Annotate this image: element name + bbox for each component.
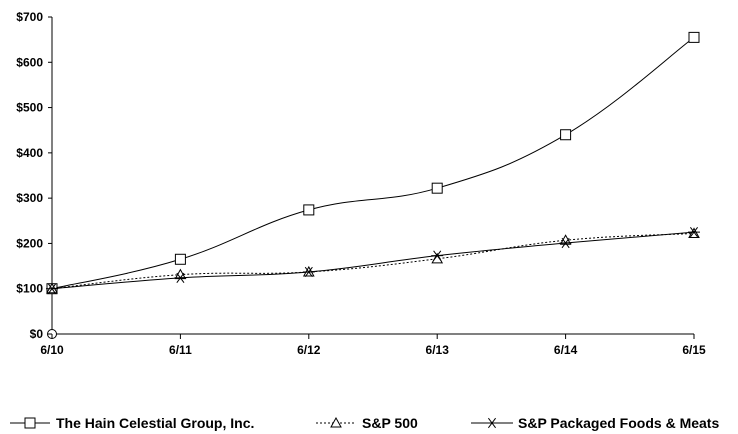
y-tick-label: $0: [30, 327, 44, 341]
x-tick-label: 6/13: [426, 343, 450, 357]
x-tick-label: 6/15: [682, 343, 706, 357]
data-point-marker: [688, 31, 700, 43]
y-tick-label: $700: [16, 10, 43, 24]
x-tick-label: 6/10: [40, 343, 64, 357]
data-point-marker: [688, 227, 700, 238]
series-asterisk: [46, 227, 700, 294]
y-tick-label: $400: [16, 146, 43, 160]
data-point-marker: [303, 204, 315, 216]
data-point-marker: [46, 283, 58, 294]
legend: The Hain Celestial Group, Inc. S&P 500 S&P…: [10, 415, 719, 431]
x-tick-label: 6/12: [297, 343, 321, 357]
series-triangle: [46, 227, 700, 294]
legend-item: S&P Packaged Foods & Meats: [471, 415, 719, 431]
x-axis-ticks: 6/10 6/11 6/12 6/13 6/14 6/15: [40, 334, 706, 357]
x-tick-label: 6/14: [554, 343, 578, 357]
series-line: [51, 231, 695, 290]
axes: [47, 17, 694, 339]
series-group: [46, 31, 700, 295]
legend-item: The Hain Celestial Group, Inc.: [10, 415, 254, 431]
legend-label: The Hain Celestial Group, Inc.: [56, 415, 254, 431]
series-square: [46, 31, 700, 295]
data-point-marker: [431, 250, 444, 261]
y-tick-label: $100: [16, 282, 43, 296]
series-line: [51, 36, 695, 290]
data-point-marker: [559, 237, 572, 249]
data-point-marker: [174, 272, 187, 283]
legend-marker: [486, 417, 498, 429]
legend-marker: [24, 417, 36, 429]
y-tick-label: $300: [16, 191, 43, 205]
x-tick-label: 6/11: [169, 343, 192, 357]
legend-label: S&P Packaged Foods & Meats: [518, 415, 719, 431]
y-tick-label: $600: [16, 55, 43, 69]
data-point-marker: [431, 182, 443, 194]
y-tick-label: $500: [16, 101, 43, 115]
legend-label: S&P 500: [362, 415, 418, 431]
legend-marker: [330, 416, 342, 428]
data-point-marker: [560, 129, 572, 141]
data-point-marker: [302, 266, 315, 278]
data-point-marker: [174, 253, 186, 265]
series-line: [51, 232, 695, 290]
y-tick-label: $200: [16, 236, 43, 250]
legend-item: S&P 500: [316, 415, 418, 431]
y-axis-ticks: $0 $100 $200 $300 $400 $500 $600 $700: [16, 10, 52, 341]
